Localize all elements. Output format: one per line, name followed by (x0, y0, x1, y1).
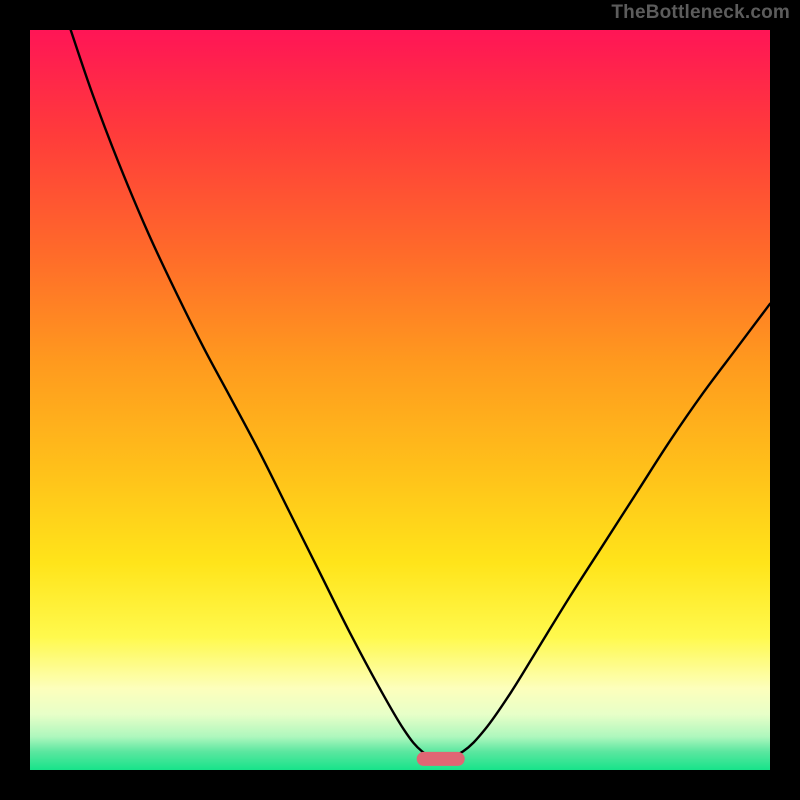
chart-frame: TheBottleneck.com (0, 0, 800, 800)
optimal-marker (417, 752, 465, 766)
bottleneck-chart (0, 0, 800, 800)
watermark-text: TheBottleneck.com (611, 2, 790, 24)
gradient-background (30, 30, 770, 770)
